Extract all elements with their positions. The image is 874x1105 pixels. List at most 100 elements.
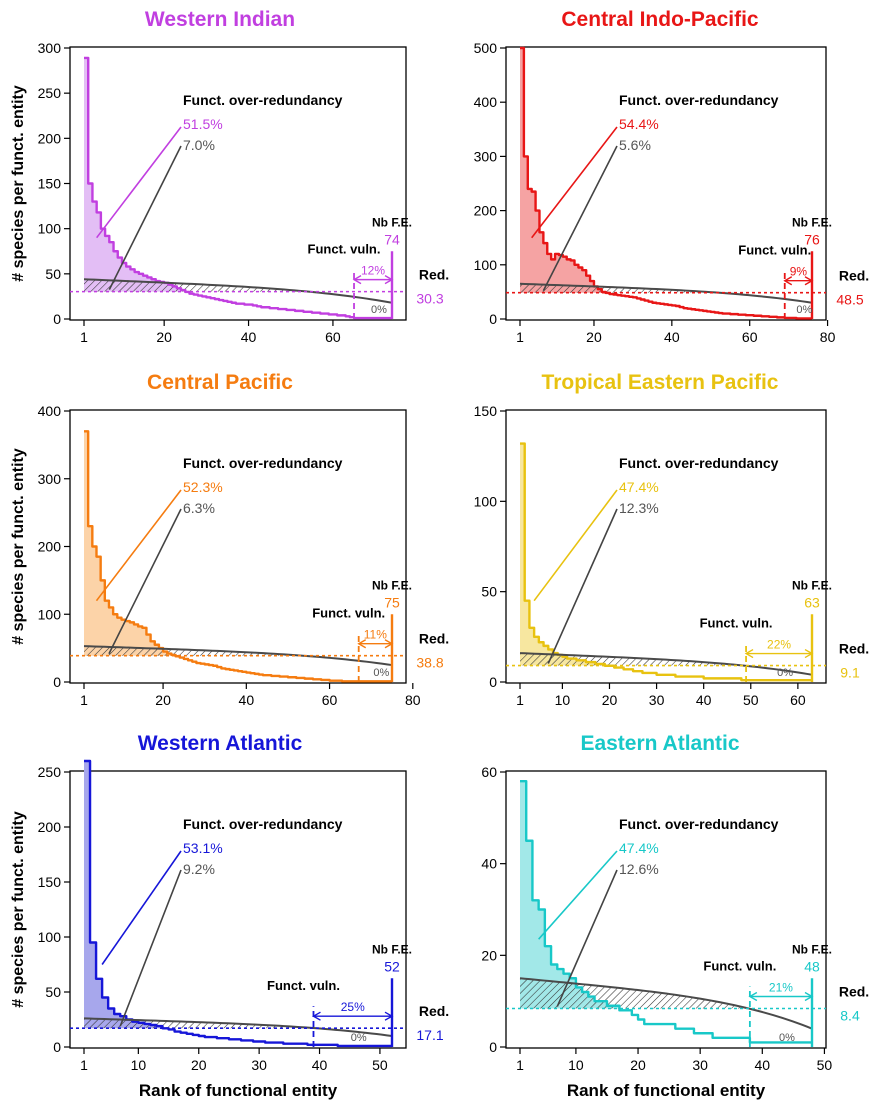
x-tick-label: 60 [790,692,806,708]
over-redundancy-area [84,57,186,292]
over-redundancy-null-percentage: 7.0% [183,137,215,153]
over-redundancy-label: Funct. over-redundancy [619,92,779,108]
over-redundancy-arrow [538,850,618,940]
panel-title: Central Pacific [147,371,293,394]
x-tick-label: 80 [820,329,836,345]
vulnerability-null-percentage: 0% [777,667,793,679]
panel-5: Western Atlantic 25% 0% Funct. vuln. Nb F.E.… [10,732,449,1100]
over-redundancy-arrow [531,126,618,239]
null-over-redundancy-arrow [119,869,182,1027]
vulnerability-percentage: 12% [361,264,385,278]
over-redundancy-area [520,443,605,666]
over-redundancy-percentage: 53.1% [183,840,223,856]
redundancy-value: 9.1 [840,665,860,681]
x-tick-label: 50 [817,1057,833,1073]
species-per-fe-curve [84,56,392,320]
plot-frame [505,770,827,1049]
x-tick-label: 10 [555,692,571,708]
null-over-redundancy-hatch [520,978,744,1009]
nb-fe-label: Nb F.E. [792,215,832,229]
y-tick-label: 40 [481,856,497,872]
species-per-fe-curve [84,759,392,1048]
null-model-curve [83,278,393,304]
over-redundancy-label: Funct. over-redundancy [183,816,343,832]
x-tick-label: 20 [586,329,602,345]
y-tick-label: 400 [474,94,498,110]
vulnerability-label: Funct. vuln. [738,243,811,258]
vulnerability-arrowhead-right [384,1011,394,1021]
over-redundancy-null-percentage: 9.2% [183,861,215,877]
vulnerability-arrowhead-right [804,648,814,659]
vulnerability-label: Funct. vuln. [267,978,340,993]
vulnerability-null-percentage: 0% [373,667,389,679]
null-model-curve [83,645,393,667]
over-redundancy-null-percentage: 5.6% [619,137,651,153]
x-tick-label: 60 [325,329,341,345]
y-tick-label: 200 [38,130,62,146]
x-tick-label: 50 [743,692,759,708]
panel-1: Western Indian 12% 0% Funct. vuln. Nb F.E. 74… [10,8,449,345]
null-model-curve [519,652,813,676]
redundancy-value: 17.1 [416,1027,443,1043]
nb-fe-label: Nb F.E. [372,215,412,229]
vulnerability-label: Funct. vuln. [703,959,776,974]
x-tick-label: 40 [239,692,255,708]
panel-2: Central Indo-Pacific 9% 0% Funct. vuln. Nb F… [474,8,870,345]
x-tick-label: 30 [692,1057,708,1073]
panel-6: Eastern Atlantic 21% 0% Funct. vuln. Nb F.E.… [481,732,869,1100]
vulnerability-arrowhead-right [384,275,394,285]
x-tick-label: 30 [251,1057,267,1073]
y-tick-label: 300 [38,40,62,56]
over-redundancy-label: Funct. over-redundancy [619,455,779,471]
y-tick-label: 0 [489,311,497,327]
species-per-fe-curve [520,779,812,1044]
null-model-curve [519,977,813,1030]
null-model-curve [519,282,813,304]
vulnerability-label: Funct. vuln. [308,242,381,257]
redundancy-label: Red. [839,268,869,284]
vulnerability-label: Funct. vuln. [312,606,385,621]
y-tick-label: 250 [38,85,62,101]
nb-fe-label: Nb F.E. [372,578,412,592]
panels-group: Western Indian 12% 0% Funct. vuln. Nb F.E. 74… [10,8,869,1100]
y-tick-label: 100 [474,257,498,273]
y-tick-label: 50 [45,266,61,282]
nb-fe-label: Nb F.E. [792,942,832,956]
y-tick-label: 250 [38,764,62,780]
x-tick-label: 40 [241,329,257,345]
x-tick-label: 40 [312,1057,328,1073]
x-tick-label: 1 [80,1057,88,1073]
over-redundancy-arrow [101,850,182,965]
over-redundancy-label: Funct. over-redundancy [183,92,343,108]
y-tick-label: 200 [38,819,62,835]
over-redundancy-area [520,781,620,1009]
x-tick-label: 20 [156,329,172,345]
nb-fe-value: 76 [804,231,820,247]
x-axis-title: Rank of functional entity [139,1081,338,1100]
y-tick-label: 100 [38,929,62,945]
nb-fe-value: 63 [804,594,820,610]
vulnerability-label: Funct. vuln. [700,616,773,631]
y-tick-label: 400 [38,403,62,419]
x-axis-title: Rank of functional entity [567,1081,766,1100]
nb-fe-label: Nb F.E. [372,942,412,956]
y-axis-title: # species per funct. entity [10,85,27,282]
species-per-fe-curve [520,46,812,320]
vulnerability-arrowhead-right [804,276,814,286]
y-tick-label: 100 [38,606,62,622]
over-redundancy-null-percentage: 6.3% [183,500,215,516]
vulnerability-percentage: 25% [341,1000,365,1014]
null-over-redundancy-arrow [108,145,182,290]
over-redundancy-null-percentage: 12.3% [619,500,659,516]
over-redundancy-percentage: 54.4% [619,116,659,132]
x-tick-label: 60 [742,329,758,345]
redundancy-value: 8.4 [840,1008,860,1024]
over-redundancy-arrow [95,489,182,602]
x-tick-label: 60 [322,692,338,708]
redundancy-value: 30.3 [416,291,443,307]
y-axis-title: # species per funct. entity [10,448,27,645]
y-tick-label: 300 [38,471,62,487]
y-tick-label: 0 [53,674,61,690]
y-tick-label: 100 [38,221,62,237]
